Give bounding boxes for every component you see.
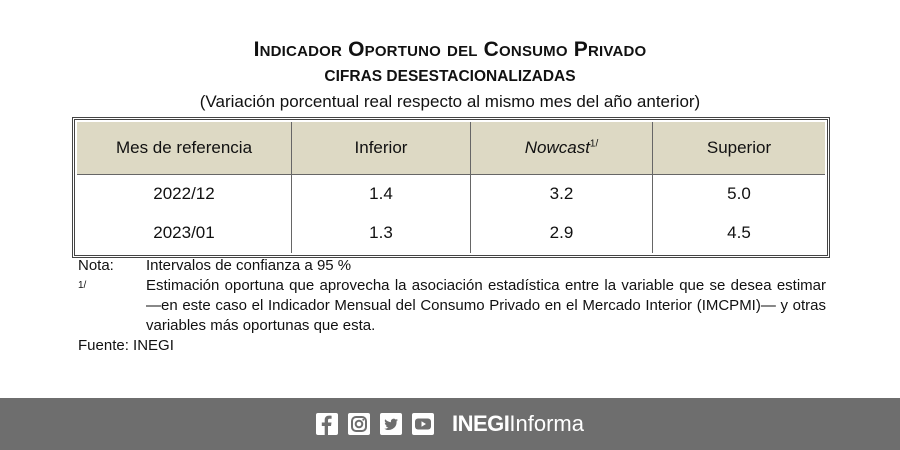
note-text: Intervalos de confianza a 95 % [146,257,352,274]
table-frame: Mes de referencia Inferior Nowcast1/ Sup… [72,117,830,258]
note-row: Nota: Intervalos de confianza a 95 % [78,256,826,276]
column-header: Superior [652,122,825,175]
table-cell: 2.9 [470,213,653,253]
facebook-icon[interactable] [316,413,338,435]
table-cell: 3.2 [470,174,653,214]
table-cell: 2022/12 [77,174,292,214]
footnote-mark: 1/ [589,138,599,150]
brand-bold: INEGI [452,411,510,436]
column-header: Mes de referencia [77,122,292,175]
title: Indicador Oportuno del Consumo Privado [253,38,647,61]
table-cell: 1.3 [291,213,471,253]
brand-rest: Informa [509,411,584,436]
footnote-row: 1/ Estimación oportuna que aprovecha la … [78,276,826,336]
subtitle: CIFRAS DESESTACIONALIZADAS [324,68,576,85]
source: Fuente: INEGI [78,337,174,354]
table-cell: 5.0 [727,184,751,204]
footer: INEGIInforma [0,398,900,450]
column-header: Inferior [291,122,471,175]
table-row: 2022/12 1.4 3.2 5.0 [77,174,825,214]
youtube-icon[interactable] [412,413,434,435]
footnote-text: Estimación oportuna que aprovecha la aso… [146,277,826,334]
caption: (Variación porcentual real respecto al m… [199,92,701,111]
column-header-text: Nowcast [524,137,590,157]
table: Mes de referencia Inferior Nowcast1/ Sup… [77,122,825,253]
notes: Nota: Intervalos de confianza a 95 % 1/ … [78,256,826,356]
note-label: Nota: [78,257,114,274]
table-body: 2022/12 1.4 3.2 5.0 2023/01 1.3 2.9 4.5 [77,174,825,253]
footnote-label: 1/ [78,276,146,336]
instagram-icon[interactable] [348,413,370,435]
footnote-label-text: 1/ [78,280,87,291]
table-cell: 2023/01 [77,213,292,253]
header-row: Mes de referencia Inferior Nowcast1/ Sup… [77,122,825,175]
table-row: 2023/01 1.3 2.9 4.5 [77,213,825,253]
brand: INEGIInforma [452,411,584,437]
twitter-icon[interactable] [380,413,402,435]
column-header: Nowcast1/ [470,122,653,175]
table-cell: 4.5 [727,223,751,243]
table-cell: 1.4 [291,174,471,214]
